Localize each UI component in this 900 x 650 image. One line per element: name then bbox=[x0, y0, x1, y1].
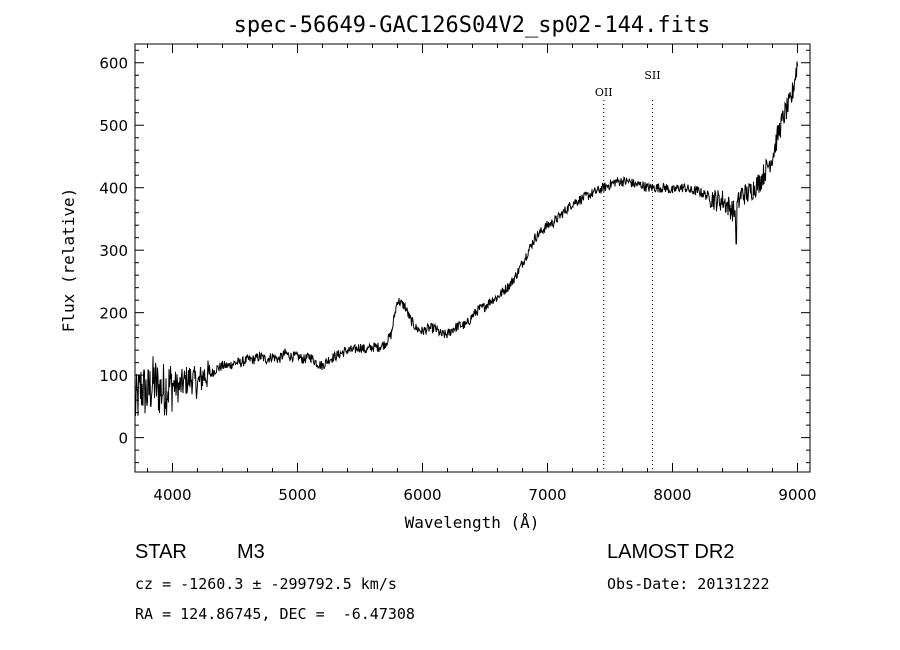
y-tick-label: 400 bbox=[99, 180, 128, 198]
x-tick-label: 6000 bbox=[403, 486, 441, 504]
chart-title: spec-56649-GAC126S04V2_sp02-144.fits bbox=[234, 13, 711, 38]
y-axis-label: Flux (relative) bbox=[59, 188, 78, 333]
spectrum-line bbox=[134, 61, 798, 416]
plot-area: OII SII bbox=[134, 43, 811, 473]
spectral-line-label: SII bbox=[644, 69, 660, 82]
y-tick-label: 200 bbox=[99, 305, 128, 323]
x-tick-label: 4000 bbox=[153, 486, 191, 504]
y-tick-label: 300 bbox=[99, 242, 128, 260]
survey-name: LAMOST DR2 bbox=[607, 541, 735, 563]
plot-frame bbox=[134, 43, 811, 473]
axis-ticks: 4000 5000 6000 7000 8000 9000 0 100 200 300 400 500… bbox=[99, 44, 817, 504]
x-tick-label: 9000 bbox=[778, 486, 816, 504]
x-tick-label: 5000 bbox=[278, 486, 316, 504]
spectral-line-label: OII bbox=[595, 86, 613, 99]
redshift-cz: cz = -1260.3 ± -299792.5 km/s bbox=[135, 575, 397, 593]
x-axis-label: Wavelength (Å) bbox=[405, 513, 540, 532]
object-class: STAR bbox=[135, 541, 187, 563]
observation-date: Obs-Date: 20131222 bbox=[607, 575, 770, 593]
coordinates: RA = 124.86745, DEC = -6.47308 bbox=[135, 605, 415, 623]
x-tick-label: 8000 bbox=[653, 486, 691, 504]
y-tick-label: 500 bbox=[99, 117, 128, 135]
object-subclass: M3 bbox=[237, 541, 265, 563]
y-tick-label: 100 bbox=[99, 367, 128, 385]
y-tick-label: 0 bbox=[118, 430, 128, 448]
y-tick-label: 600 bbox=[99, 55, 128, 73]
x-tick-label: 7000 bbox=[528, 486, 566, 504]
